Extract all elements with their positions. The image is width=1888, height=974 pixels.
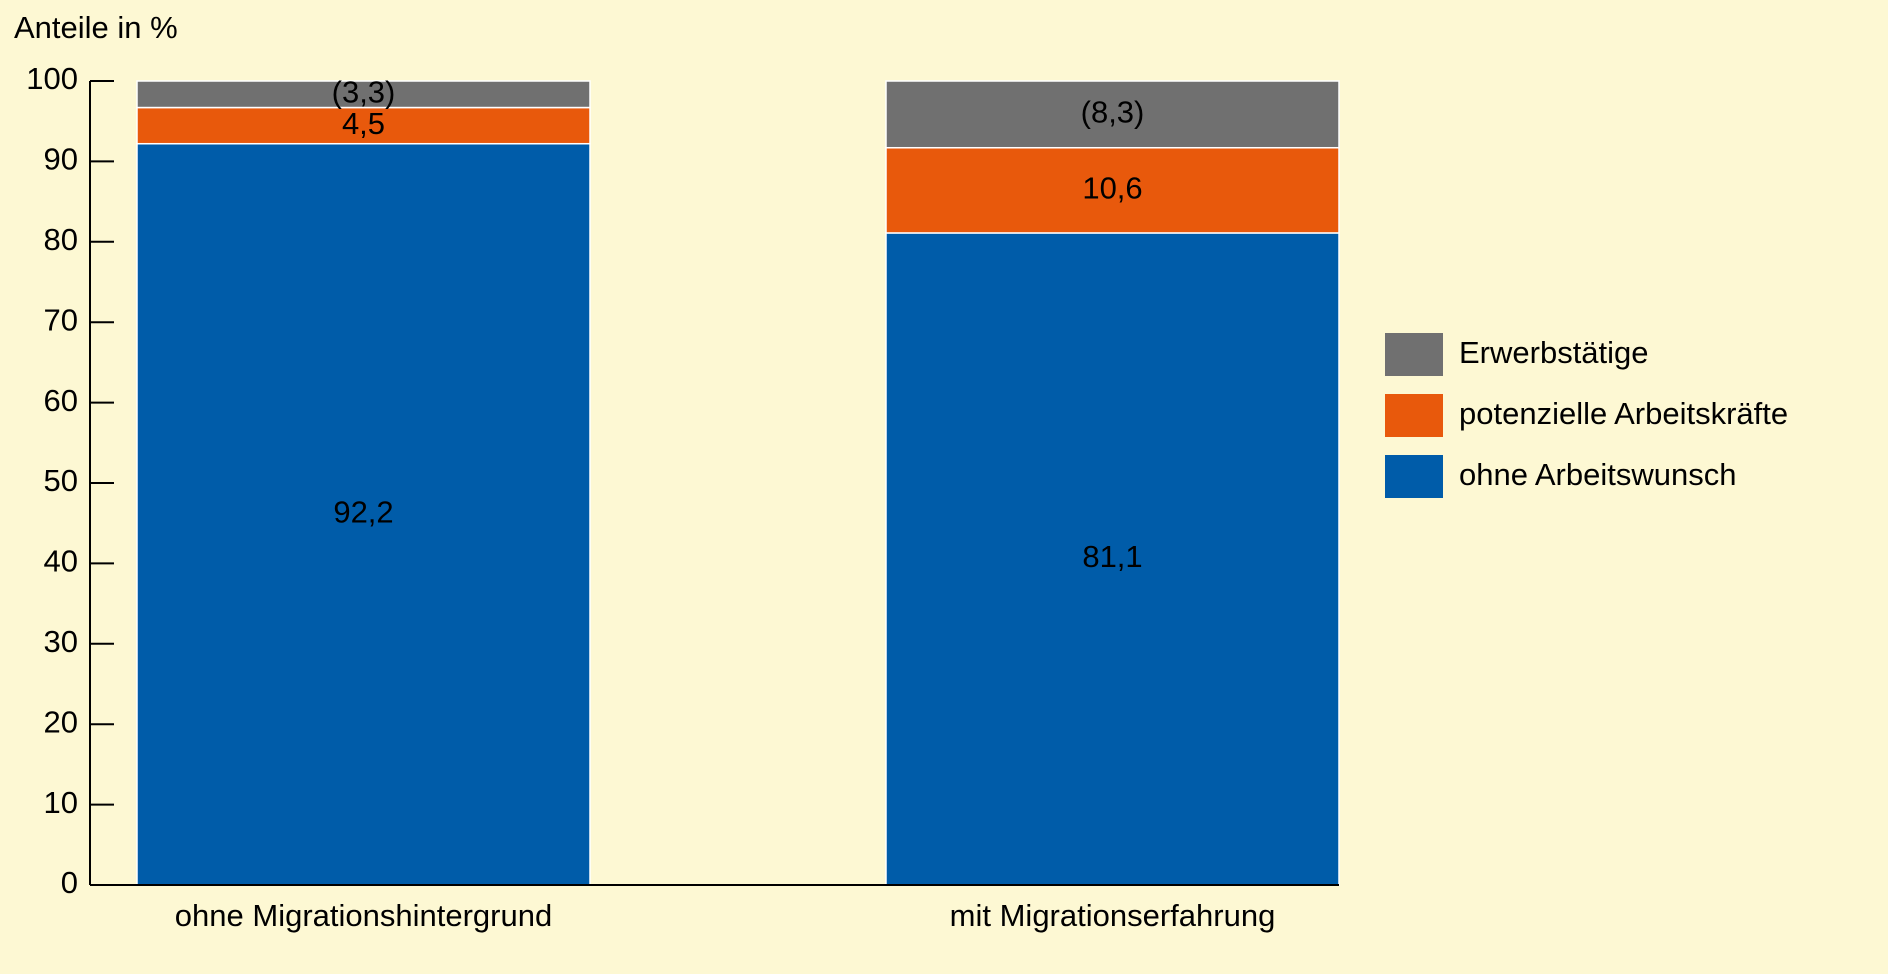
x-tick-label: ohne Migrationshintergrund [174,898,553,933]
legend-swatch [1385,394,1443,437]
y-axis-label: Anteile in % [14,10,178,45]
bar-segment [136,142,591,886]
legend-swatch [1385,333,1443,376]
data-label: 10,6 [1082,171,1142,206]
y-tick-label: 20 [44,704,78,739]
bar-segment [885,80,1340,149]
legend-label: ohne Arbeitswunsch [1459,457,1736,492]
x-tick-label: mit Migrationserfahrung [949,898,1276,933]
bar-segment [885,146,1340,234]
legend-label: Erwerbstätige [1459,335,1649,370]
y-tick-label: 90 [44,142,78,177]
y-tick-label: 40 [44,544,78,579]
bar-segment [136,80,591,109]
data-label: 92,2 [333,495,393,530]
y-tick-label: 30 [44,624,78,659]
y-tick-label: 10 [44,785,78,820]
legend-swatch [1385,455,1443,498]
y-tick-label: 70 [44,302,78,337]
data-label: 81,1 [1082,539,1142,574]
bar-segment [885,232,1340,886]
data-label: (3,3) [332,74,396,109]
data-label: 4,5 [342,106,385,141]
y-tick-label: 80 [44,222,78,257]
y-tick-label: 50 [44,463,78,498]
legend-label: potenzielle Arbeitskräfte [1459,396,1788,431]
y-tick-label: 0 [61,865,78,900]
y-tick-label: 60 [44,383,78,418]
data-label: (8,3) [1081,95,1145,130]
bar-segment [136,106,591,145]
y-tick-label: 100 [26,61,78,96]
